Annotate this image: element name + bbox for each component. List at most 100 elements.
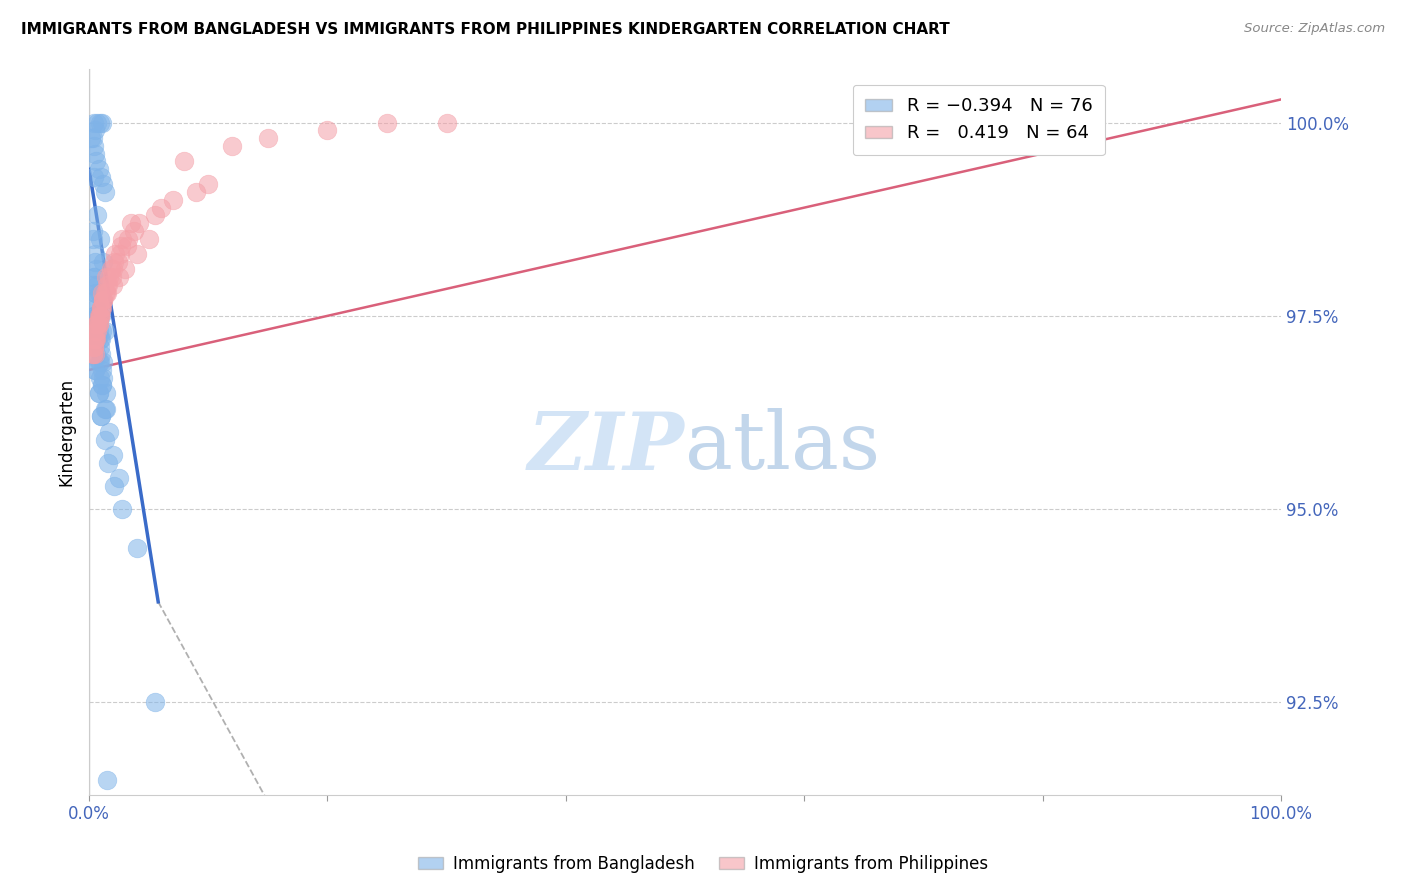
Point <box>83 169 105 184</box>
Point <box>94 401 117 416</box>
Point <box>111 231 134 245</box>
Point <box>82 131 104 145</box>
Point <box>94 386 117 401</box>
Point <box>96 285 118 300</box>
Point <box>84 293 107 308</box>
Point <box>83 309 105 323</box>
Point <box>87 324 110 338</box>
Point <box>101 262 124 277</box>
Point <box>97 456 120 470</box>
Point <box>91 363 114 377</box>
Point <box>162 193 184 207</box>
Point <box>84 332 107 346</box>
Point <box>89 355 111 369</box>
Point <box>96 277 118 292</box>
Point <box>83 340 105 354</box>
Point <box>90 301 112 315</box>
Point <box>143 208 166 222</box>
Point <box>89 332 111 346</box>
Point <box>125 541 148 555</box>
Point <box>83 138 105 153</box>
Point <box>143 695 166 709</box>
Point <box>115 239 138 253</box>
Legend: R = −0.394   N = 76, R =   0.419   N = 64: R = −0.394 N = 76, R = 0.419 N = 64 <box>852 85 1105 155</box>
Point <box>93 185 115 199</box>
Point <box>103 254 125 268</box>
Point <box>83 332 105 346</box>
Point <box>86 317 108 331</box>
Point <box>93 324 115 338</box>
Point <box>84 363 107 377</box>
Point <box>84 262 107 277</box>
Point <box>84 332 107 346</box>
Point <box>91 115 114 129</box>
Point <box>90 409 112 424</box>
Point <box>98 270 121 285</box>
Text: Source: ZipAtlas.com: Source: ZipAtlas.com <box>1244 22 1385 36</box>
Point <box>138 231 160 245</box>
Point <box>84 363 107 377</box>
Point <box>87 386 110 401</box>
Point <box>111 502 134 516</box>
Point <box>83 340 105 354</box>
Point <box>87 386 110 401</box>
Point <box>120 216 142 230</box>
Point <box>87 309 110 323</box>
Point <box>91 301 114 315</box>
Point <box>87 317 110 331</box>
Point <box>108 471 131 485</box>
Point <box>80 131 103 145</box>
Legend: Immigrants from Bangladesh, Immigrants from Philippines: Immigrants from Bangladesh, Immigrants f… <box>411 848 995 880</box>
Point <box>114 262 136 277</box>
Point <box>84 332 107 346</box>
Point <box>84 247 107 261</box>
Point <box>84 301 107 315</box>
Point <box>83 270 105 285</box>
Text: ZIP: ZIP <box>529 409 685 486</box>
Point <box>86 332 108 346</box>
Point <box>94 285 117 300</box>
Point <box>90 347 112 361</box>
Point <box>124 224 146 238</box>
Point <box>186 185 208 199</box>
Point <box>173 154 195 169</box>
Point <box>89 340 111 354</box>
Point <box>103 479 125 493</box>
Point <box>316 123 339 137</box>
Point <box>96 772 118 787</box>
Point <box>97 277 120 292</box>
Point <box>108 247 131 261</box>
Point <box>87 355 110 369</box>
Point <box>93 285 115 300</box>
Point <box>90 409 112 424</box>
Point <box>84 317 107 331</box>
Point <box>101 448 124 462</box>
Point <box>93 293 115 308</box>
Point <box>83 115 105 129</box>
Point <box>87 317 110 331</box>
Point <box>108 270 131 285</box>
Point <box>149 201 172 215</box>
Text: atlas: atlas <box>685 409 880 486</box>
Point <box>84 332 107 346</box>
Point <box>84 123 107 137</box>
Point <box>90 301 112 315</box>
Point <box>84 154 107 169</box>
Point <box>93 293 115 308</box>
Point <box>82 224 104 238</box>
Point <box>86 115 108 129</box>
Point <box>93 370 115 384</box>
Point <box>93 293 115 308</box>
Point <box>89 309 111 323</box>
Point <box>128 216 150 230</box>
Point <box>84 146 107 161</box>
Point <box>86 277 108 292</box>
Point <box>86 324 108 338</box>
Point <box>125 247 148 261</box>
Point <box>110 239 132 253</box>
Point <box>90 301 112 315</box>
Point <box>90 332 112 346</box>
Point <box>82 347 104 361</box>
Point <box>89 309 111 323</box>
Point <box>82 347 104 361</box>
